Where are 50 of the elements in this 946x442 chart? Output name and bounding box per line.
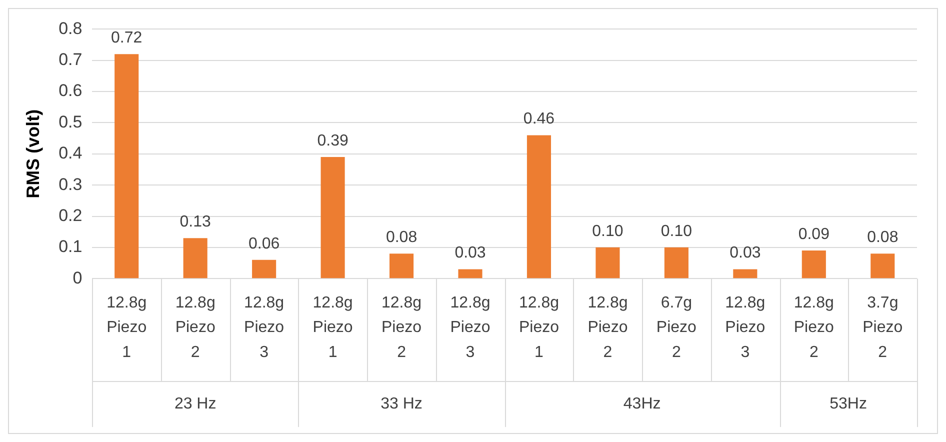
x-tick-label: 12.8g Piezo 1 [106, 294, 147, 362]
bar [252, 260, 276, 278]
bar [458, 269, 482, 278]
x-tick-label: 12.8g Piezo 1 [312, 294, 353, 362]
data-label: 0.72 [111, 30, 142, 47]
bar [389, 254, 414, 278]
bar [733, 269, 758, 278]
x-tick-label: 12.8g Piezo 3 [450, 294, 490, 362]
data-label: 0.10 [592, 222, 624, 240]
x-tick-label: 3.7g Piezo 2 [862, 294, 903, 362]
y-tick-label: 0.2 [58, 206, 82, 225]
y-tick-label: 0.1 [58, 237, 82, 256]
x-tick-label: 12.8g Piezo 2 [588, 294, 628, 362]
x-tick-label: 6.7g Piezo 2 [656, 294, 697, 362]
y-tick-label: 0.3 [58, 174, 82, 194]
data-label: 0.06 [248, 235, 280, 252]
x-tick-label: 12.8g Piezo 1 [518, 294, 560, 362]
x-tick-label: 12.8g Piezo 3 [725, 294, 766, 362]
x-tick-label: 12.8g Piezo 2 [381, 294, 422, 362]
x-tick-label: 12.8g Piezo 3 [244, 294, 284, 362]
data-label: 0.03 [454, 244, 486, 262]
y-tick-label: 0.8 [58, 18, 82, 38]
text: 33 Hz [380, 395, 422, 412]
y-tick-label: 0.6 [58, 81, 82, 100]
data-label: 0.03 [730, 244, 761, 262]
y-tick-label: 0.4 [58, 144, 82, 163]
data-label: 0.10 [660, 222, 692, 240]
text: 53Hz [830, 395, 867, 412]
bar [183, 238, 208, 278]
data-label: 0.08 [386, 229, 418, 246]
data-label: 0.09 [798, 226, 830, 243]
data-label: 0.39 [317, 132, 348, 150]
y-tick-label: 0.5 [58, 112, 82, 132]
bar [664, 247, 688, 278]
y-tick-label: 0 [72, 268, 82, 288]
data-label: 0.46 [523, 110, 555, 128]
x-tick-label: 12.8g Piezo 2 [175, 294, 216, 362]
data-label: 0.08 [867, 229, 898, 246]
bar [526, 135, 552, 278]
x-tick-label: 12.8g Piezo 2 [794, 294, 834, 362]
text: 23 Hz [174, 395, 216, 412]
bar [114, 54, 139, 278]
data-label: 0.13 [180, 213, 211, 230]
bar [870, 254, 895, 278]
y-axis-title: RMS (volt) [22, 109, 43, 198]
y-tick-label: 0.7 [58, 50, 82, 70]
bar [802, 250, 826, 278]
text: 43Hz [623, 395, 661, 412]
bar [320, 157, 345, 278]
bar [596, 247, 620, 278]
